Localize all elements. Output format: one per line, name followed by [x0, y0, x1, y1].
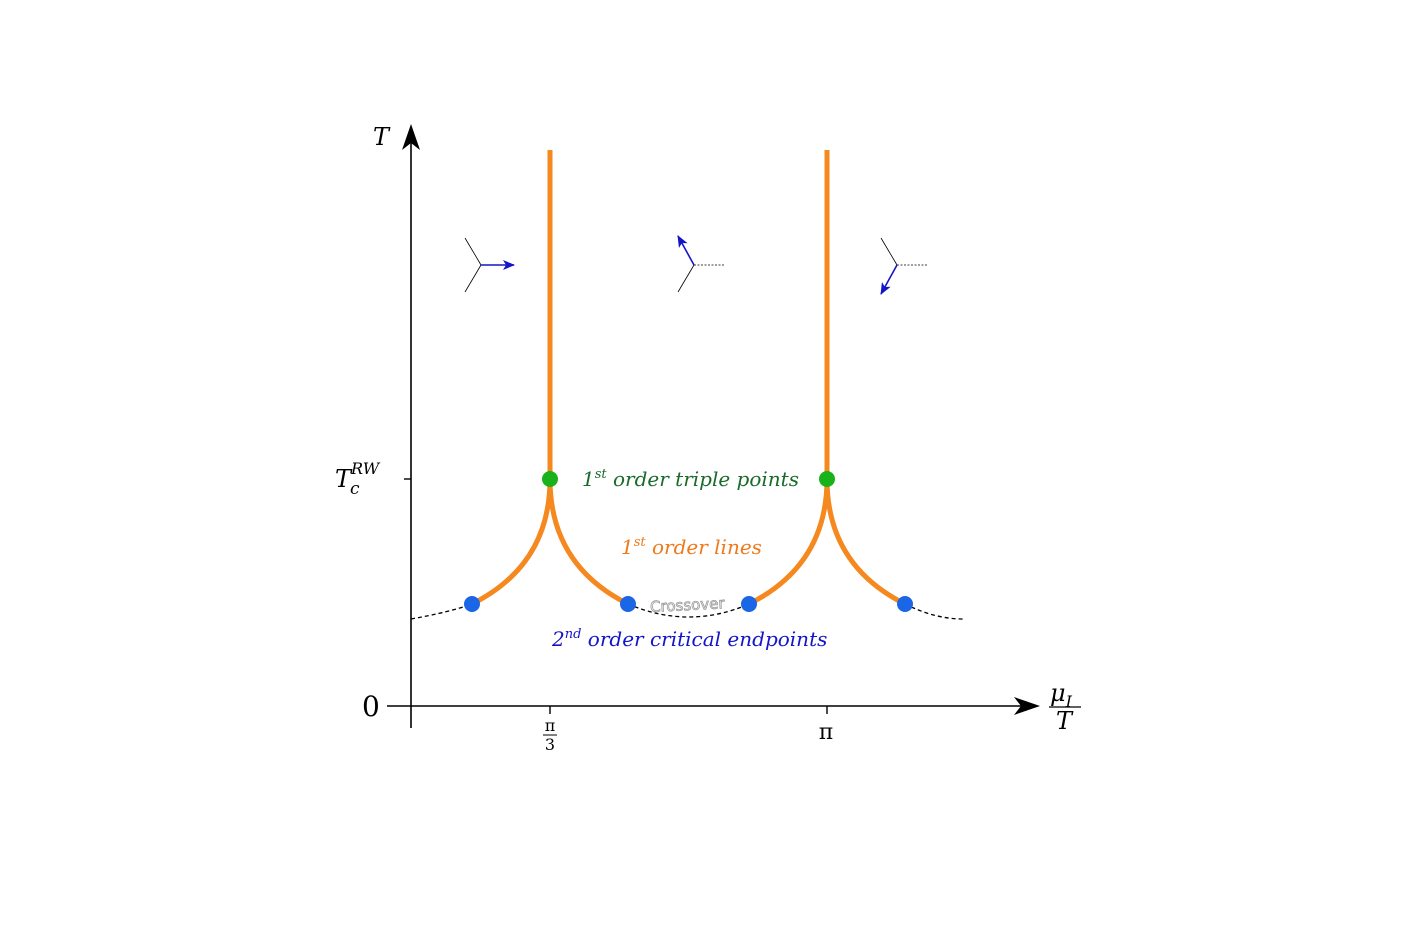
polyakov-loop-phase-up-left-icon: [677, 235, 725, 293]
crossover-label: Crossover: [650, 594, 726, 616]
critical-endpoint: [897, 596, 913, 612]
x-axis-label-numerator: μI: [1050, 679, 1073, 711]
x-tick-label-pi-third-denominator: 3: [545, 735, 555, 754]
triple-points-label: 1st order triple points: [582, 467, 799, 491]
y-axis-label: T: [373, 123, 391, 151]
triple-point: [542, 471, 558, 487]
first-order-branch-right-1: [547, 478, 630, 607]
first-order-branch-right-2: [824, 478, 907, 607]
triple-point: [819, 471, 835, 487]
critical-endpoint: [741, 596, 757, 612]
first-order-lines-label: 1st order lines: [621, 535, 762, 559]
y-tick-label-subscript: c: [350, 479, 360, 499]
origin-label: 0: [362, 690, 380, 723]
critical-endpoint: [620, 596, 636, 612]
y-tick-label: TRW: [335, 459, 381, 493]
polyakov-loop-phase-right-icon: [464, 237, 515, 293]
critical-endpoints-label: 2nd order critical endpoints: [551, 627, 827, 651]
x-tick-label-pi-third-numerator: π: [545, 716, 556, 735]
critical-endpoint: [464, 596, 480, 612]
first-order-lines: [470, 150, 907, 607]
x-tick-label-pi: π: [819, 720, 833, 745]
first-order-branch-left-1: [470, 478, 553, 607]
x-axis-label-denominator: T: [1056, 707, 1074, 735]
polyakov-loop-phase-down-left-icon: [880, 237, 928, 295]
